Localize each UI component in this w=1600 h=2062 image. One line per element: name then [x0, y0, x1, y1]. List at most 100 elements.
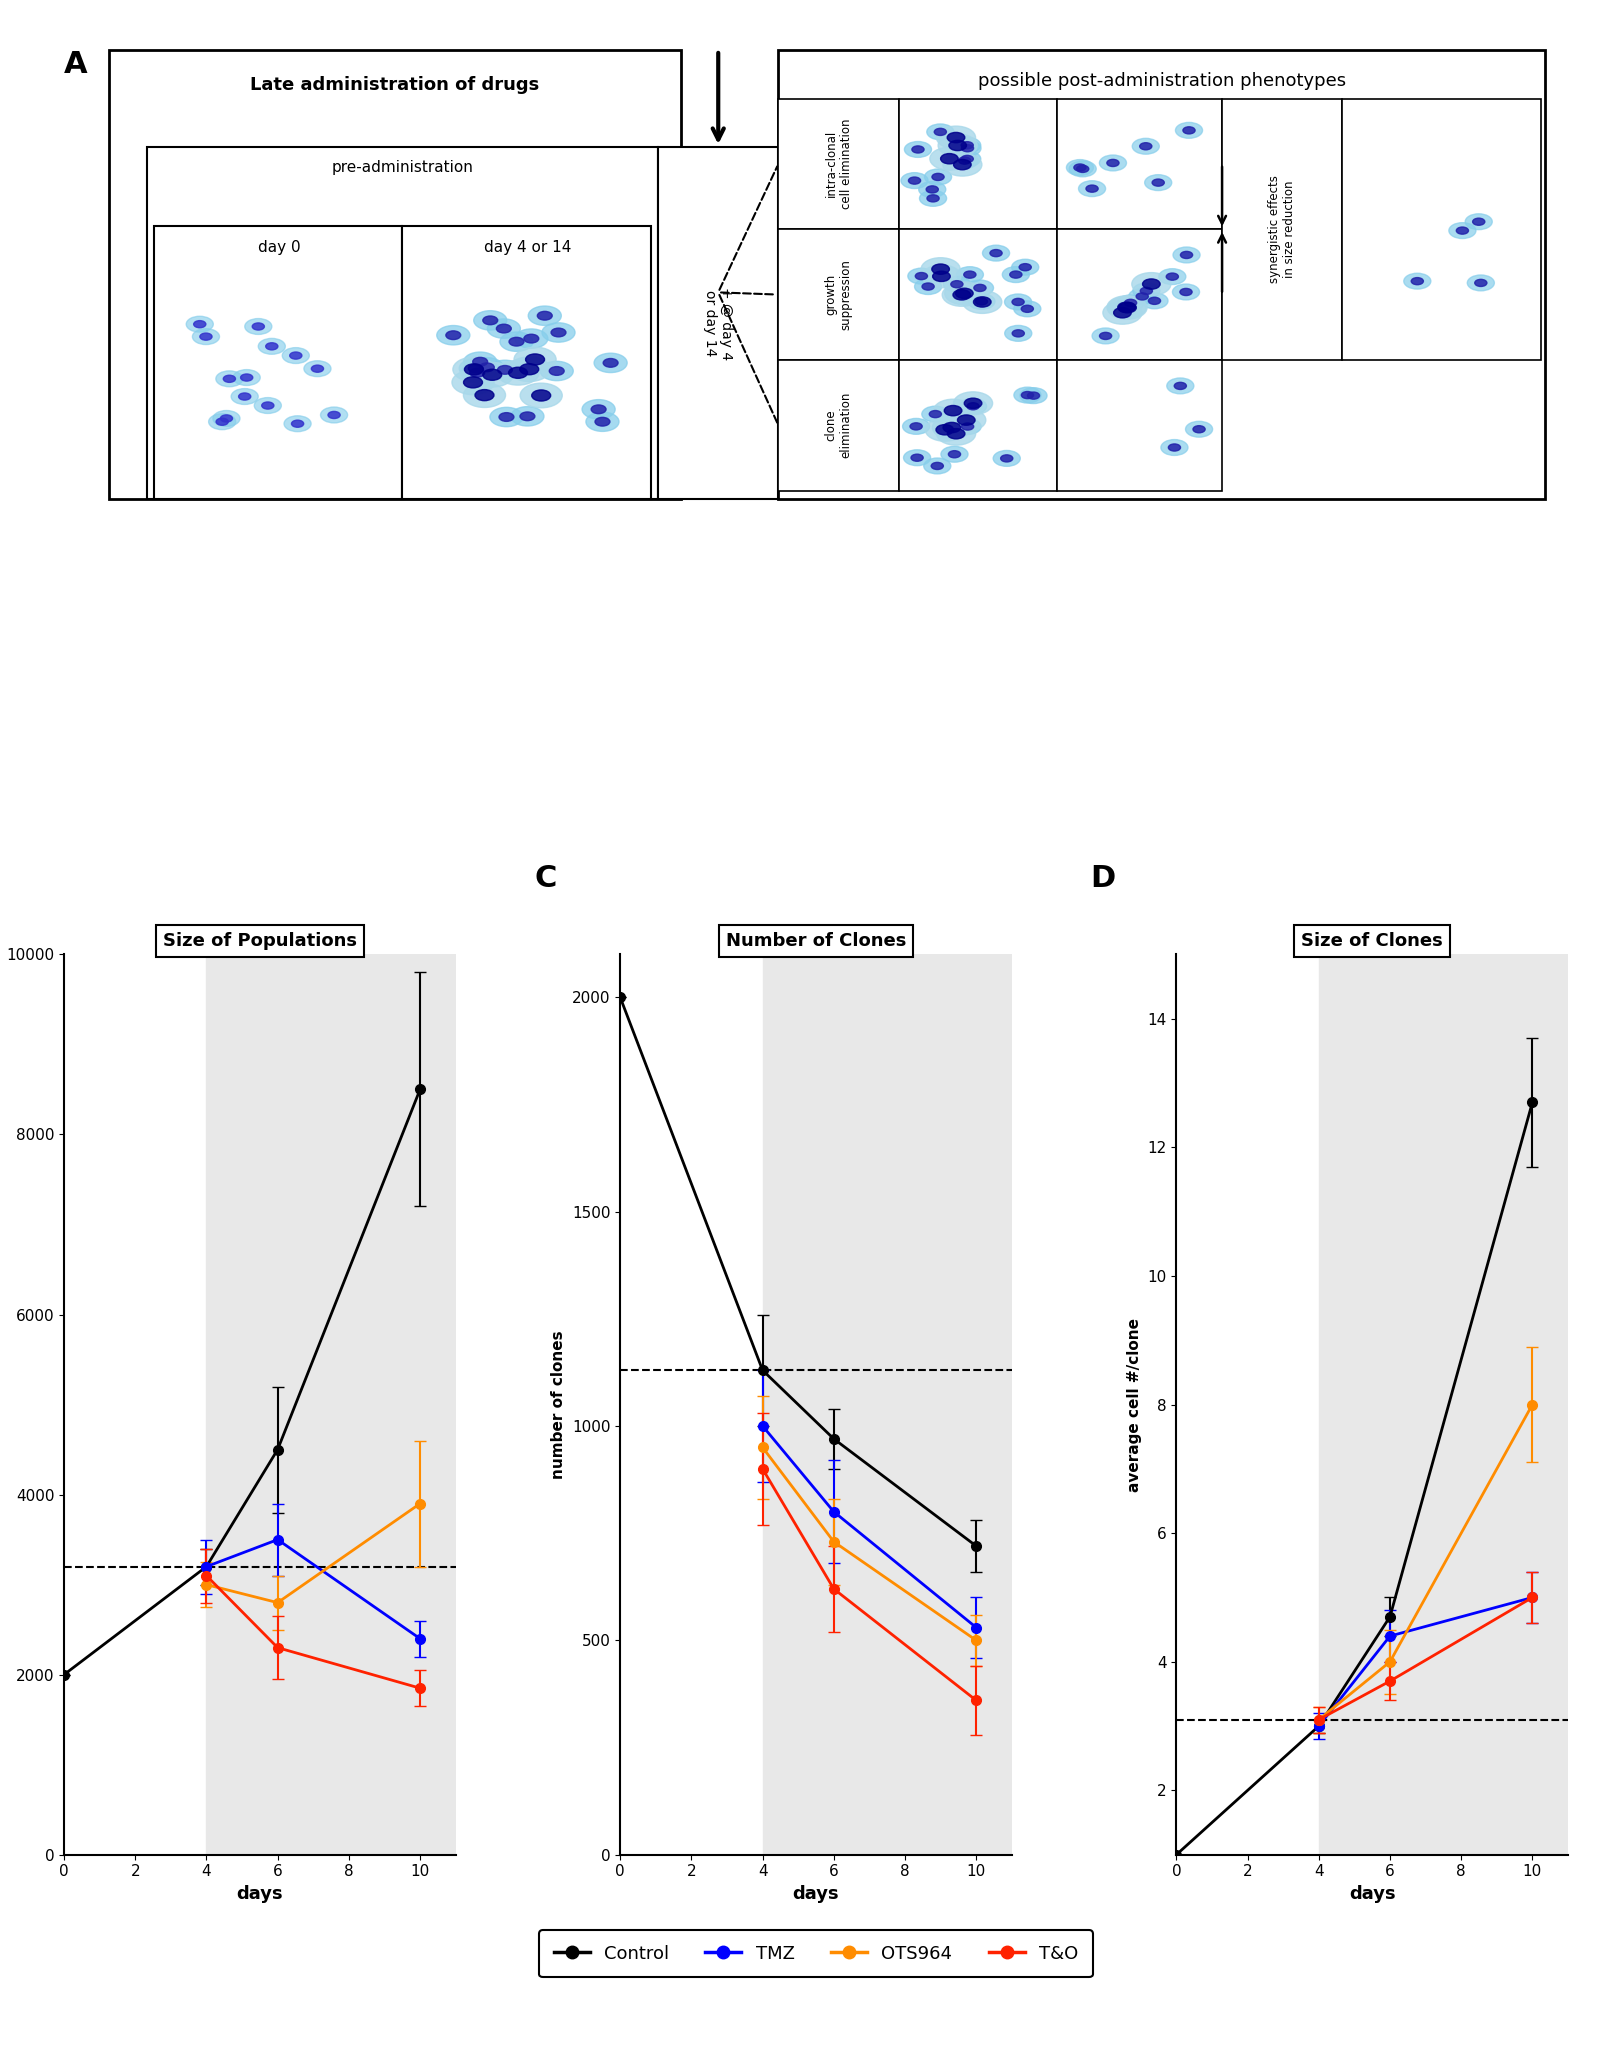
Circle shape [954, 289, 971, 299]
Circle shape [1144, 175, 1171, 190]
FancyBboxPatch shape [778, 229, 899, 361]
Circle shape [1067, 159, 1093, 175]
Circle shape [538, 311, 552, 320]
FancyBboxPatch shape [109, 49, 680, 499]
Circle shape [230, 388, 258, 404]
Circle shape [930, 146, 970, 171]
Circle shape [186, 315, 213, 332]
Circle shape [915, 272, 928, 280]
Circle shape [1181, 252, 1192, 258]
Circle shape [922, 258, 960, 280]
Circle shape [1166, 272, 1179, 280]
Circle shape [291, 421, 304, 427]
FancyBboxPatch shape [147, 146, 658, 499]
Circle shape [213, 410, 240, 427]
Circle shape [950, 280, 963, 289]
Circle shape [221, 414, 232, 423]
Circle shape [1107, 159, 1118, 167]
Circle shape [1019, 264, 1032, 270]
Circle shape [541, 361, 573, 381]
Circle shape [963, 291, 1002, 313]
Circle shape [498, 361, 539, 386]
Circle shape [525, 355, 544, 365]
Circle shape [542, 324, 574, 342]
Circle shape [483, 315, 498, 324]
Circle shape [470, 363, 514, 388]
Circle shape [1093, 328, 1118, 344]
Circle shape [594, 353, 627, 373]
Circle shape [1102, 301, 1142, 324]
Circle shape [1011, 260, 1038, 274]
Circle shape [496, 324, 512, 332]
Circle shape [472, 357, 488, 367]
Circle shape [1403, 274, 1430, 289]
Circle shape [944, 282, 984, 305]
Circle shape [933, 417, 971, 439]
Circle shape [498, 365, 512, 373]
Circle shape [955, 289, 973, 299]
Circle shape [490, 408, 523, 427]
Circle shape [942, 423, 960, 433]
Circle shape [934, 128, 947, 136]
Circle shape [990, 250, 1002, 256]
Circle shape [1194, 425, 1205, 433]
Circle shape [949, 452, 960, 458]
Circle shape [973, 297, 990, 307]
X-axis label: days: days [1349, 1885, 1395, 1903]
Circle shape [1166, 377, 1194, 394]
Circle shape [459, 359, 493, 377]
Circle shape [942, 153, 982, 175]
Circle shape [470, 369, 485, 377]
Circle shape [1173, 285, 1200, 299]
Circle shape [509, 367, 528, 377]
Circle shape [1472, 219, 1485, 225]
Circle shape [938, 134, 978, 157]
Circle shape [1467, 274, 1494, 291]
Circle shape [1074, 165, 1086, 171]
Circle shape [957, 414, 974, 425]
Circle shape [902, 419, 930, 435]
Circle shape [282, 348, 309, 363]
Circle shape [974, 285, 986, 291]
Circle shape [258, 338, 285, 355]
Circle shape [915, 278, 942, 295]
Title: Number of Clones: Number of Clones [726, 932, 906, 951]
Circle shape [1158, 268, 1186, 285]
Circle shape [1456, 227, 1469, 235]
X-axis label: days: days [792, 1885, 840, 1903]
Circle shape [1128, 289, 1155, 305]
Text: intra-clonal
cell elimination: intra-clonal cell elimination [824, 120, 853, 208]
FancyBboxPatch shape [403, 227, 651, 499]
Circle shape [586, 412, 619, 431]
Circle shape [464, 363, 483, 375]
Circle shape [926, 194, 939, 202]
Circle shape [901, 173, 928, 188]
Circle shape [942, 282, 981, 307]
Circle shape [1152, 179, 1165, 186]
Circle shape [1107, 297, 1147, 320]
Circle shape [216, 419, 229, 425]
Circle shape [922, 406, 949, 423]
Circle shape [909, 177, 920, 184]
Circle shape [464, 377, 483, 388]
Circle shape [925, 419, 965, 441]
Circle shape [1021, 392, 1034, 398]
Circle shape [962, 155, 973, 163]
Circle shape [1141, 287, 1152, 295]
Circle shape [253, 324, 264, 330]
Circle shape [926, 124, 954, 140]
Circle shape [1011, 299, 1024, 305]
Circle shape [954, 419, 981, 435]
Circle shape [1450, 223, 1475, 239]
Circle shape [461, 363, 494, 381]
Circle shape [954, 138, 981, 153]
Circle shape [1174, 381, 1187, 390]
Circle shape [994, 450, 1021, 466]
Circle shape [480, 363, 494, 371]
Circle shape [1107, 295, 1146, 320]
Circle shape [446, 330, 461, 340]
FancyBboxPatch shape [778, 49, 1546, 499]
Circle shape [464, 384, 506, 408]
Circle shape [254, 398, 282, 414]
Circle shape [931, 264, 949, 274]
